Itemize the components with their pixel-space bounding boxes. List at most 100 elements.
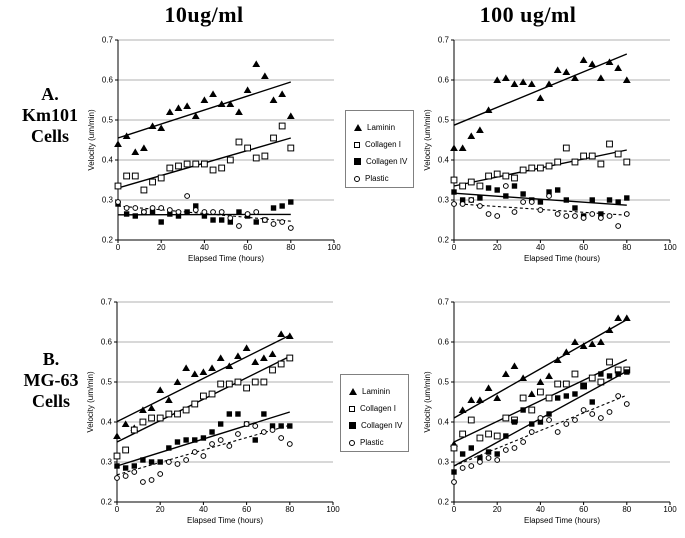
y-tick-label: 0.3 — [101, 458, 113, 467]
y-tick-label: 0.3 — [102, 196, 114, 205]
x-axis-title: Elapsed Time (hours) — [524, 516, 600, 525]
legend-item-plastic: Plastic — [354, 170, 413, 187]
x-tick-label: 20 — [493, 243, 502, 252]
trend-line-laminin — [117, 81, 292, 139]
open-square-icon — [349, 405, 355, 412]
panel-letter-a: A. — [41, 84, 59, 104]
chart-mg63-10ugml: 0.2 0.3 0.4 0.5 0.6 0.7 0 20 40 60 80 100 Elapsed Ti… — [86, 298, 340, 526]
gridlines — [454, 39, 670, 201]
x-tick-label: 0 — [452, 505, 457, 514]
x-tick-label: 100 — [663, 243, 677, 252]
panel-letter-b: B. — [42, 349, 60, 369]
trend-line-laminin — [453, 318, 628, 419]
series-plastic — [114, 421, 293, 485]
filled-triangle-icon — [349, 388, 357, 395]
y-axis-title: Velocity (um/min) — [87, 109, 96, 171]
trend-line-laminin — [116, 334, 291, 423]
series-laminin — [450, 53, 631, 151]
legend-top: Laminin Collagen I Collagen IV Plastic — [345, 110, 414, 188]
axes: 0.2 0.3 0.4 0.5 0.6 0.7 0 20 40 60 80 100 — [102, 36, 341, 253]
filled-triangle-icon — [354, 124, 362, 131]
series-laminin — [450, 314, 631, 447]
cells-word-a: Cells — [31, 126, 69, 146]
y-tick-label: 0.2 — [438, 236, 450, 245]
y-tick-label: 0.6 — [438, 76, 450, 85]
x-tick-label: 80 — [622, 505, 631, 514]
y-tick-label: 0.4 — [101, 418, 113, 427]
y-axis-title: Velocity (um/min) — [423, 109, 432, 171]
series-collagen-i — [450, 358, 631, 452]
legend-item-collagen1: Collagen I — [349, 400, 408, 417]
legend-item-collagen1: Collagen I — [354, 136, 413, 153]
y-tick-label: 0.2 — [102, 236, 114, 245]
x-tick-label: 60 — [579, 243, 588, 252]
legend-item-laminin: Laminin — [349, 383, 408, 400]
x-tick-label: 80 — [285, 505, 294, 514]
x-tick-label: 60 — [242, 505, 251, 514]
legend-label-collagen4: Collagen IV — [366, 157, 408, 166]
x-tick-label: 0 — [116, 243, 121, 252]
legend-label-collagen1: Collagen I — [360, 404, 397, 413]
axes: 0.2 0.3 0.4 0.5 0.6 0.7 0 20 40 60 80 100 — [101, 298, 340, 515]
trend-line-plastic — [117, 205, 291, 222]
x-tick-label: 20 — [157, 243, 166, 252]
trend-line-laminin — [453, 53, 628, 126]
legend-label-plastic: Plastic — [365, 174, 389, 183]
chart-km101-100ugml: 0.2 0.3 0.4 0.5 0.6 0.7 0 20 40 60 80 100 Elapsed Ti… — [423, 36, 677, 264]
chart-km101-10ugml: 0.2 0.3 0.4 0.5 0.6 0.7 0 20 40 60 80 100 Elapsed Ti… — [87, 36, 341, 264]
axes: 0.2 0.3 0.4 0.5 0.6 0.7 0 20 40 60 80 100 — [438, 298, 677, 515]
x-tick-label: 100 — [327, 243, 341, 252]
open-square-icon — [354, 141, 360, 148]
series-laminin — [114, 60, 295, 155]
legend-label-laminin: Laminin — [362, 387, 391, 396]
y-axis-title: Velocity (um/min) — [86, 371, 95, 433]
y-tick-label: 0.7 — [438, 298, 450, 307]
y-tick-label: 0.2 — [438, 498, 450, 507]
y-tick-label: 0.4 — [438, 156, 450, 165]
x-tick-label: 40 — [536, 505, 545, 514]
legend-item-collagen4: Collagen IV — [354, 153, 413, 170]
row-label-b: B. MG-63 Cells — [5, 349, 97, 412]
x-tick-label: 20 — [493, 505, 502, 514]
y-tick-label: 0.7 — [438, 36, 450, 45]
y-tick-label: 0.6 — [102, 76, 114, 85]
y-tick-label: 0.3 — [438, 458, 450, 467]
x-tick-label: 60 — [579, 505, 588, 514]
x-axis-title: Elapsed Time (hours) — [524, 254, 600, 263]
x-axis-title: Elapsed Time (hours) — [188, 254, 264, 263]
y-tick-label: 0.6 — [438, 338, 450, 347]
trend-line-collagen-i — [453, 358, 628, 443]
open-circle-icon — [349, 439, 355, 446]
filled-square-icon — [349, 422, 356, 429]
trend-line-plastic — [116, 424, 290, 476]
legend-item-plastic: Plastic — [349, 434, 408, 451]
x-tick-label: 0 — [452, 243, 457, 252]
series-collagen-i — [113, 354, 294, 460]
series-collagen-iv — [114, 411, 293, 471]
trend-line-collagen-iv — [453, 192, 627, 206]
y-tick-label: 0.2 — [101, 498, 113, 507]
series-plastic — [451, 393, 630, 485]
legend-bottom: Laminin Collagen I Collagen IV Plastic — [340, 374, 409, 452]
legend-label-collagen1: Collagen I — [365, 140, 402, 149]
y-tick-label: 0.5 — [101, 378, 113, 387]
x-tick-label: 100 — [326, 505, 340, 514]
legend-label-collagen4: Collagen IV — [361, 421, 403, 430]
x-tick-label: 80 — [622, 243, 631, 252]
open-circle-icon — [354, 175, 360, 182]
y-tick-label: 0.4 — [438, 418, 450, 427]
gridlines — [118, 39, 334, 201]
cell-line-mg63: MG-63 — [23, 370, 79, 390]
legend-item-collagen4: Collagen IV — [349, 417, 408, 434]
cells-word-b: Cells — [32, 391, 70, 411]
row-label-a: A. Km101 Cells — [5, 84, 95, 147]
x-tick-label: 40 — [536, 243, 545, 252]
legend-item-laminin: Laminin — [354, 119, 413, 136]
y-tick-label: 0.6 — [101, 338, 113, 347]
y-tick-label: 0.5 — [438, 116, 450, 125]
series-collagen-i — [450, 140, 631, 190]
x-tick-label: 60 — [243, 243, 252, 252]
legend-label-laminin: Laminin — [367, 123, 396, 132]
x-tick-label: 100 — [663, 505, 677, 514]
column-title-100ugml: 100 ug/ml — [479, 2, 577, 27]
